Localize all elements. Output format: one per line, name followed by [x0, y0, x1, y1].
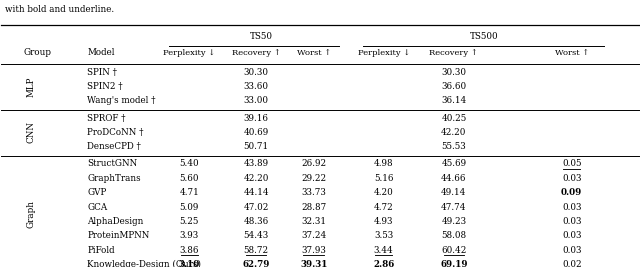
Text: 5.40: 5.40: [180, 159, 199, 168]
Text: Graph: Graph: [27, 200, 36, 228]
Text: 40.69: 40.69: [244, 128, 269, 137]
Text: 48.36: 48.36: [244, 217, 269, 226]
Text: Knowledge-Design (Ours): Knowledge-Design (Ours): [88, 260, 202, 267]
Text: 47.02: 47.02: [244, 203, 269, 211]
Text: 33.00: 33.00: [244, 96, 269, 105]
Text: 0.03: 0.03: [562, 217, 582, 226]
Text: 58.08: 58.08: [441, 231, 467, 240]
Text: 3.93: 3.93: [180, 231, 199, 240]
Text: 0.03: 0.03: [562, 174, 582, 183]
Text: with bold and underline.: with bold and underline.: [4, 5, 114, 14]
Text: Perplexity ↓: Perplexity ↓: [358, 49, 410, 57]
Text: 3.10: 3.10: [179, 260, 200, 267]
Text: TS50: TS50: [250, 32, 273, 41]
Text: 2.86: 2.86: [373, 260, 394, 267]
Text: 43.89: 43.89: [244, 159, 269, 168]
Text: 0.02: 0.02: [562, 260, 582, 267]
Text: Wang's model †: Wang's model †: [88, 96, 156, 105]
Text: ProDCoNN †: ProDCoNN †: [88, 128, 144, 137]
Text: 0.05: 0.05: [562, 159, 582, 168]
Text: 44.14: 44.14: [243, 188, 269, 197]
Text: 26.92: 26.92: [301, 159, 326, 168]
Text: 0.03: 0.03: [562, 231, 582, 240]
Text: 3.86: 3.86: [180, 246, 199, 255]
Text: SPIN †: SPIN †: [88, 68, 117, 77]
Text: 3.44: 3.44: [374, 246, 394, 255]
Text: TS500: TS500: [470, 32, 499, 41]
Text: 39.16: 39.16: [244, 113, 269, 123]
Text: 37.93: 37.93: [301, 246, 326, 255]
Text: 49.23: 49.23: [441, 217, 467, 226]
Text: Group: Group: [24, 48, 52, 57]
Text: Recovery ↑: Recovery ↑: [232, 49, 281, 57]
Text: Model: Model: [88, 48, 115, 57]
Text: SPROF †: SPROF †: [88, 113, 126, 123]
Text: 5.25: 5.25: [180, 217, 199, 226]
Text: 36.14: 36.14: [441, 96, 467, 105]
Text: 44.66: 44.66: [441, 174, 467, 183]
Text: 54.43: 54.43: [244, 231, 269, 240]
Text: GVP: GVP: [88, 188, 107, 197]
Text: 40.25: 40.25: [441, 113, 467, 123]
Text: 42.20: 42.20: [244, 174, 269, 183]
Text: 33.73: 33.73: [301, 188, 326, 197]
Text: ProteinMPNN: ProteinMPNN: [88, 231, 150, 240]
Text: 55.53: 55.53: [442, 142, 466, 151]
Text: AlphaDesign: AlphaDesign: [88, 217, 144, 226]
Text: 30.30: 30.30: [442, 68, 467, 77]
Text: 49.14: 49.14: [441, 188, 467, 197]
Text: 69.19: 69.19: [440, 260, 468, 267]
Text: 28.87: 28.87: [301, 203, 326, 211]
Text: 42.20: 42.20: [441, 128, 467, 137]
Text: 4.20: 4.20: [374, 188, 394, 197]
Text: 50.71: 50.71: [244, 142, 269, 151]
Text: 4.72: 4.72: [374, 203, 394, 211]
Text: GCA: GCA: [88, 203, 108, 211]
Text: 58.72: 58.72: [244, 246, 269, 255]
Text: 4.71: 4.71: [179, 188, 199, 197]
Text: 47.74: 47.74: [441, 203, 467, 211]
Text: CNN: CNN: [27, 121, 36, 143]
Text: 0.03: 0.03: [562, 203, 582, 211]
Text: 60.42: 60.42: [441, 246, 467, 255]
Text: 4.98: 4.98: [374, 159, 394, 168]
Text: 5.09: 5.09: [180, 203, 199, 211]
Text: MLP: MLP: [27, 76, 36, 97]
Text: 4.93: 4.93: [374, 217, 394, 226]
Text: 39.31: 39.31: [300, 260, 327, 267]
Text: GraphTrans: GraphTrans: [88, 174, 141, 183]
Text: 62.79: 62.79: [243, 260, 270, 267]
Text: 32.31: 32.31: [301, 217, 326, 226]
Text: 45.69: 45.69: [441, 159, 467, 168]
Text: 33.60: 33.60: [244, 82, 269, 91]
Text: Recovery ↑: Recovery ↑: [429, 49, 478, 57]
Text: Worst ↑: Worst ↑: [555, 49, 589, 57]
Text: SPIN2 †: SPIN2 †: [88, 82, 123, 91]
Text: 0.03: 0.03: [562, 246, 582, 255]
Text: 0.09: 0.09: [561, 188, 582, 197]
Text: Worst ↑: Worst ↑: [296, 49, 331, 57]
Text: 29.22: 29.22: [301, 174, 326, 183]
Text: 37.24: 37.24: [301, 231, 326, 240]
Text: DenseCPD †: DenseCPD †: [88, 142, 141, 151]
Text: 5.60: 5.60: [180, 174, 199, 183]
Text: PiFold: PiFold: [88, 246, 115, 255]
Text: 3.53: 3.53: [374, 231, 394, 240]
Text: Perplexity ↓: Perplexity ↓: [163, 49, 216, 57]
Text: 36.60: 36.60: [441, 82, 467, 91]
Text: 30.30: 30.30: [244, 68, 269, 77]
Text: StructGNN: StructGNN: [88, 159, 138, 168]
Text: 5.16: 5.16: [374, 174, 394, 183]
